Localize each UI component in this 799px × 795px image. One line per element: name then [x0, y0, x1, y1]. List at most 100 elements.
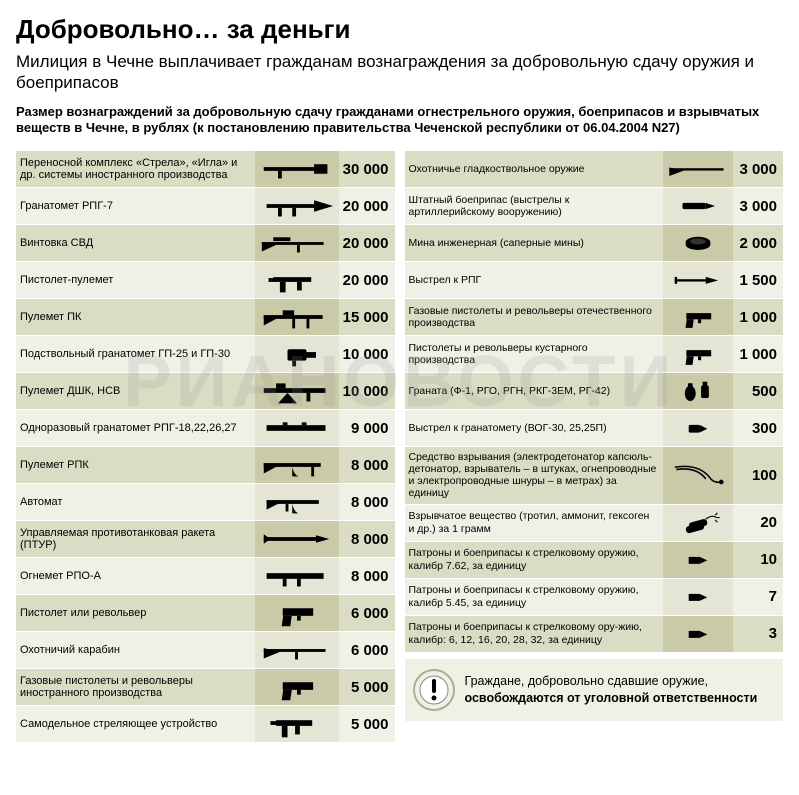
item-label: Пистолеты и револьверы кустарного произв…: [405, 336, 664, 372]
table-row: Средство взрывания (электродетонатор кап…: [405, 447, 784, 503]
item-price: 8 000: [339, 447, 395, 483]
item-label: Одноразовый гранатомет РПГ-18,22,26,27: [16, 410, 255, 446]
item-price: 6 000: [339, 632, 395, 668]
table-row: Автомат 8 000: [16, 484, 395, 520]
pistol-icon: [663, 299, 733, 335]
table-row: Патроны и боеприпасы к стрелковому ору-ж…: [405, 616, 784, 652]
smg2-icon: [255, 706, 339, 742]
table-row: Охотничий карабин 6 000: [16, 632, 395, 668]
column-right: Охотничье гладкоствольное оружие3 000Шта…: [405, 151, 784, 743]
exclamation-icon: [413, 669, 455, 711]
table-row: Пистолет или револьвер6 000: [16, 595, 395, 631]
notice-text-em: освобождаются от уголовной ответственнос…: [465, 691, 758, 705]
item-label: Выстрел к РПГ: [405, 262, 664, 298]
notice-box: Граждане, добровольно сдавшие оружие, ос…: [405, 659, 784, 721]
table-row: Самодельное стреляющее устройство5 000: [16, 706, 395, 742]
item-label: Патроны и боеприпасы к стрелковому ору-ж…: [405, 616, 664, 652]
item-price: 20: [733, 505, 783, 541]
round-icon: [663, 579, 733, 615]
table-row: Патроны и боеприпасы к стрелковому оружи…: [405, 579, 784, 615]
table-row: Охотничье гладкоствольное оружие3 000: [405, 151, 784, 187]
item-price: 5 000: [339, 706, 395, 742]
table-row: Газовые пистолеты и револьверы отечестве…: [405, 299, 784, 335]
item-price: 1 000: [733, 336, 783, 372]
manpads-icon: [255, 151, 339, 187]
pistol-icon: [255, 669, 339, 705]
page-description: Размер вознаграждений за добровольную сд…: [16, 104, 783, 138]
item-label: Пулемет ДШК, НСВ: [16, 373, 255, 409]
shell-icon: [663, 188, 733, 224]
flame-icon: [255, 558, 339, 594]
item-price: 10: [733, 542, 783, 578]
item-price: 10 000: [339, 373, 395, 409]
item-label: Взрывчатое вещество (тротил, аммонит, ге…: [405, 505, 664, 541]
item-label: Подствольный гранатомет ГП-25 и ГП-30: [16, 336, 255, 372]
item-price: 15 000: [339, 299, 395, 335]
item-price: 20 000: [339, 262, 395, 298]
vog-icon: [663, 410, 733, 446]
page-title: Добровольно… за деньги: [16, 14, 783, 45]
page-subtitle: Милиция в Чечне выплачивает гражданам во…: [16, 51, 783, 94]
item-label: Средство взрывания (электродетонатор кап…: [405, 447, 664, 503]
item-price: 30 000: [339, 151, 395, 187]
table-row: Мина инженерная (саперные мины) 2 000: [405, 225, 784, 261]
item-price: 100: [733, 447, 783, 503]
item-price: 10 000: [339, 336, 395, 372]
sniper-icon: [255, 225, 339, 261]
item-price: 9 000: [339, 410, 395, 446]
notice-text-pre: Граждане, добровольно сдавшие оружие,: [465, 674, 709, 688]
hmg-icon: [255, 373, 339, 409]
infographic-page: Добровольно… за деньги Милиция в Чечне в…: [0, 0, 799, 763]
item-label: Пистолет-пулемет: [16, 262, 255, 298]
table-row: Выстрел к гранатомету (ВОГ-30, 25,25П) 30…: [405, 410, 784, 446]
item-label: Пулемет РПК: [16, 447, 255, 483]
item-label: Газовые пистолеты и револьверы иностранн…: [16, 669, 255, 705]
item-price: 7: [733, 579, 783, 615]
table-row: Газовые пистолеты и револьверы иностранн…: [16, 669, 395, 705]
item-label: Охотничье гладкоствольное оружие: [405, 151, 664, 187]
rpg-icon: [255, 188, 339, 224]
table-row: Патроны и боеприпасы к стрелковому оружи…: [405, 542, 784, 578]
grenade-icon: [663, 373, 733, 409]
table-row: Подствольный гранатомет ГП-25 и ГП-30 10 …: [16, 336, 395, 372]
item-price: 300: [733, 410, 783, 446]
item-label: Патроны и боеприпасы к стрелковому оружи…: [405, 542, 664, 578]
table-row: Переносной комплекс «Стрела», «Игла» и д…: [16, 151, 395, 187]
table-row: Гранатомет РПГ-720 000: [16, 188, 395, 224]
pistol-icon: [663, 336, 733, 372]
item-price: 8 000: [339, 521, 395, 557]
smg-icon: [255, 262, 339, 298]
item-label: Автомат: [16, 484, 255, 520]
item-label: Пулемет ПК: [16, 299, 255, 335]
tube-icon: [255, 410, 339, 446]
pistol-icon: [255, 595, 339, 631]
item-price: 8 000: [339, 484, 395, 520]
table-row: Пулемет ПК 15 000: [16, 299, 395, 335]
item-label: Выстрел к гранатомету (ВОГ-30, 25,25П): [405, 410, 664, 446]
item-label: Переносной комплекс «Стрела», «Игла» и д…: [16, 151, 255, 187]
shotgun-icon: [663, 151, 733, 187]
item-price: 3: [733, 616, 783, 652]
item-price: 1 000: [733, 299, 783, 335]
item-price: 8 000: [339, 558, 395, 594]
item-label: Штатный боеприпас (выстрелы к артиллерий…: [405, 188, 664, 224]
notice-text: Граждане, добровольно сдавшие оружие, ос…: [465, 673, 776, 706]
item-price: 2 000: [733, 225, 783, 261]
tnt-icon: [663, 505, 733, 541]
table-row: Штатный боеприпас (выстрелы к артиллерий…: [405, 188, 784, 224]
table-row: Взрывчатое вещество (тротил, аммонит, ге…: [405, 505, 784, 541]
item-price: 20 000: [339, 225, 395, 261]
table-row: Граната (Ф-1, РГО, РГН, РКГ-3ЕМ, РГ-42)5…: [405, 373, 784, 409]
round-icon: [663, 616, 733, 652]
item-label: Охотничий карабин: [16, 632, 255, 668]
item-label: Пистолет или револьвер: [16, 595, 255, 631]
table-row: Управляемая противотанковая ракета (ПТУР…: [16, 521, 395, 557]
item-label: Мина инженерная (саперные мины): [405, 225, 664, 261]
item-label: Управляемая противотанковая ракета (ПТУР…: [16, 521, 255, 557]
table-row: Пулемет ДШК, НСВ 10 000: [16, 373, 395, 409]
table-row: Винтовка СВД20 000: [16, 225, 395, 261]
mine-icon: [663, 225, 733, 261]
round-icon: [663, 542, 733, 578]
item-price: 5 000: [339, 669, 395, 705]
table-row: Пистолеты и револьверы кустарного произв…: [405, 336, 784, 372]
